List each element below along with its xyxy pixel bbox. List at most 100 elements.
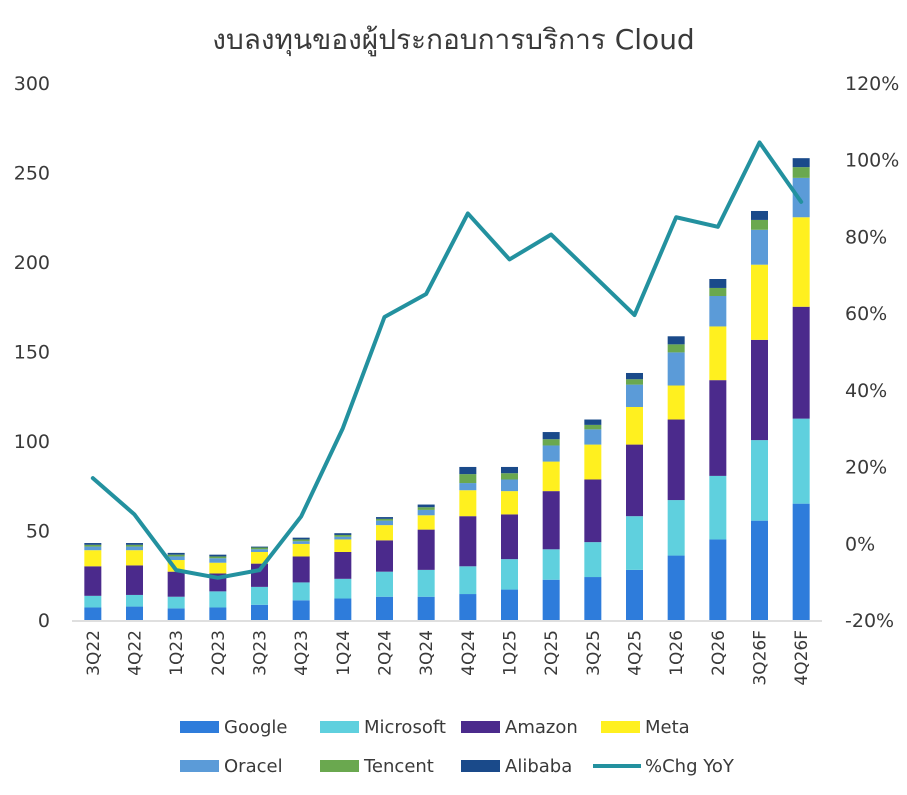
bar-segment [501, 479, 518, 492]
bar-segment [334, 534, 352, 537]
legend-swatch [180, 760, 219, 772]
x-tick-label: 1Q24 [334, 630, 354, 676]
bar-segment [209, 554, 227, 557]
bar-segment [709, 539, 727, 620]
bar-segment [334, 533, 352, 535]
bar-segment [709, 287, 727, 297]
bar-segment [501, 466, 518, 474]
bar-segment [376, 540, 393, 572]
bar-segment [417, 504, 435, 508]
bar-segment [626, 569, 643, 620]
x-tick-label: 3Q26F [751, 630, 771, 686]
bar-segment [209, 607, 227, 620]
bar-segment [84, 543, 102, 545]
bar-segment [792, 306, 810, 419]
bar-segment [251, 551, 268, 564]
bar-segment [542, 461, 560, 492]
bar-segment [709, 475, 727, 540]
bar-segment [626, 444, 643, 517]
bar-segment [459, 474, 477, 484]
y-left-tick-label: 50 [26, 521, 50, 543]
bar-segment [751, 339, 768, 441]
bar-segment [209, 556, 227, 559]
bar-segment [751, 210, 768, 220]
bar-segment [417, 569, 435, 597]
bar-segment [334, 578, 352, 599]
bar-segment [667, 419, 685, 501]
bar-segment [334, 536, 352, 540]
legend-swatch [320, 721, 359, 733]
bar-segment [376, 518, 393, 521]
y-left-tick-label: 300 [14, 73, 50, 95]
bar-segment [667, 352, 685, 386]
bar-segment [459, 566, 477, 595]
bar-segment [584, 444, 602, 480]
bar-segment [709, 279, 727, 288]
bar-segment [501, 589, 518, 620]
bar-segment [126, 606, 143, 620]
bar-segment [667, 500, 685, 556]
x-tick-label: 3Q24 [417, 630, 437, 676]
legend-swatch [180, 721, 219, 733]
legend-label: Tencent [363, 756, 434, 777]
bar-segment [167, 552, 185, 555]
bar-segment [376, 571, 393, 597]
bar-segment [751, 264, 768, 340]
legend-swatch [461, 760, 500, 772]
chart-title: งบลงทุนของผู้ประกอบการบริการ Cloud [212, 23, 695, 56]
bar-segment [376, 596, 393, 620]
y-right-tick-label: -20% [845, 610, 894, 632]
bar-segment [126, 543, 143, 545]
bar-segment [84, 566, 102, 596]
bar-segment [417, 515, 435, 530]
y-right-tick-label: 0% [845, 533, 875, 555]
x-tick-label: 2Q25 [542, 630, 562, 676]
legend-label: Microsoft [364, 717, 446, 738]
bar-segment [626, 384, 643, 407]
x-tick-label: 1Q25 [501, 630, 521, 676]
bar-segment [709, 380, 727, 476]
bar-segment [251, 549, 268, 552]
legend-label: Google [224, 717, 287, 738]
bar-segment [751, 219, 768, 230]
bar-segment [584, 429, 602, 445]
y-left-tick-label: 250 [14, 163, 50, 185]
bar-segment [667, 336, 685, 345]
y-right-tick-label: 100% [845, 150, 899, 172]
bar-segment [251, 546, 268, 548]
bar-segment [167, 608, 185, 620]
bar-segment [626, 406, 643, 445]
legend-swatch [320, 760, 359, 772]
bar-segment [376, 525, 393, 541]
bar-segment [667, 385, 685, 420]
bar-segment [459, 594, 477, 620]
bar-segment [459, 466, 477, 475]
bar-segment [251, 547, 268, 550]
y-left-tick-label: 100 [14, 431, 50, 453]
bar-segment [459, 490, 477, 517]
bar-segment [584, 479, 602, 543]
legend-label: %Chg YoY [645, 756, 735, 777]
bar-segment [126, 544, 143, 547]
bar-segment [167, 560, 185, 572]
bar-segment [376, 517, 393, 519]
y-right-tick-label: 20% [845, 457, 887, 479]
bar-segment [542, 579, 560, 620]
x-tick-label: 3Q22 [84, 630, 104, 676]
x-tick-label: 4Q23 [292, 630, 312, 676]
bar-segment [792, 503, 810, 620]
bar-segment [542, 432, 560, 440]
y-left-tick-label: 150 [14, 342, 50, 364]
x-tick-label: 4Q22 [126, 630, 146, 676]
bar-segment [792, 167, 810, 178]
legend-label: Oracel [224, 756, 283, 777]
bar-segment [167, 556, 185, 561]
bar-segment [417, 507, 435, 510]
bar-segment [667, 344, 685, 353]
bar-segment [667, 555, 685, 620]
y-right-tick-label: 40% [845, 380, 887, 402]
bar-segment [167, 554, 185, 557]
x-tick-label: 3Q25 [584, 630, 604, 676]
bar-segment [751, 229, 768, 265]
